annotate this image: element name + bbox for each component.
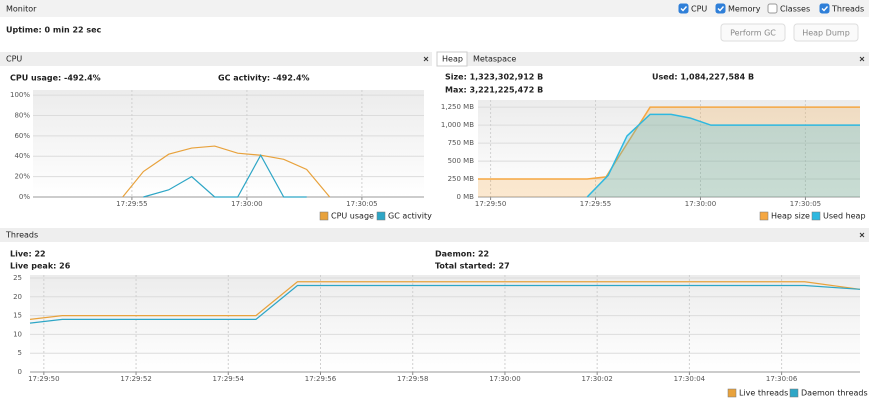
- top-bar: [0, 0, 869, 17]
- x-tick-label: 17:30:06: [766, 375, 798, 383]
- y-tick-label: 80%: [14, 111, 30, 119]
- y-tick-label: 20: [13, 293, 22, 301]
- legend-swatch: [759, 211, 769, 221]
- y-tick-label: 0: [18, 368, 22, 376]
- x-tick-label: 17:29:56: [305, 375, 337, 383]
- tab-label[interactable]: Heap: [442, 55, 463, 64]
- y-tick-label: 100%: [10, 91, 30, 99]
- panel-header: [0, 228, 869, 242]
- tab-label[interactable]: Metaspace: [473, 55, 516, 64]
- panel-header: [0, 52, 432, 66]
- panel-title: Threads: [5, 231, 38, 240]
- legend-label: GC activity: [388, 212, 432, 221]
- legend-label: Heap size: [771, 212, 810, 221]
- legend-label: CPU usage: [331, 212, 374, 221]
- button[interactable]: [793, 23, 859, 42]
- area-edge: [586, 113, 860, 198]
- y-tick-label: 60%: [14, 132, 30, 140]
- panel-title: CPU: [6, 55, 22, 64]
- x-tick-label: 17:30:00: [489, 375, 520, 383]
- stat: Daemon: 22: [435, 250, 489, 259]
- plot-area: [33, 90, 424, 197]
- x-tick-label: 17:29:54: [213, 375, 245, 383]
- button-label[interactable]: Heap Dump: [802, 29, 850, 38]
- checkbox[interactable]: CPU: [678, 3, 707, 14]
- y-tick-label: 250 MB: [448, 175, 475, 183]
- x-tick-label: 17:30:00: [685, 200, 716, 208]
- y-tick-label: 0 MB: [456, 193, 474, 201]
- x-tick-label: 17:30:04: [674, 375, 706, 383]
- legend-swatch: [727, 388, 737, 398]
- legend-label: Used heap: [823, 212, 866, 221]
- x-tick-label: 17:30:05: [346, 200, 377, 208]
- x-tick-label: 17:29:55: [116, 200, 147, 208]
- line: [143, 153, 307, 198]
- checkmark: [680, 6, 688, 12]
- checkbox-label[interactable]: CPU: [691, 5, 707, 14]
- legend-swatch: [319, 211, 329, 221]
- checkbox[interactable]: Memory: [715, 3, 761, 14]
- line: [122, 145, 331, 198]
- stat: Used: 1,084,227,584 B: [652, 73, 754, 82]
- y-tick-label: 10: [13, 330, 22, 338]
- close-icon[interactable]: [859, 232, 865, 238]
- stat: Size: 1,323,302,912 B: [445, 73, 543, 82]
- checkbox-box[interactable]: [715, 3, 726, 14]
- x-tick-label: 17:30:02: [581, 375, 612, 383]
- x-tick-label: 17:29:50: [28, 375, 59, 383]
- close-icon[interactable]: [859, 56, 865, 62]
- stat: CPU usage: -492.4%: [10, 74, 101, 83]
- y-tick-label: 5: [18, 349, 22, 357]
- checkbox-box[interactable]: [767, 3, 778, 14]
- x-tick-label: 17:29:58: [397, 375, 428, 383]
- checkmark: [821, 6, 829, 12]
- button[interactable]: [720, 23, 786, 42]
- area: [587, 114, 860, 197]
- checkbox[interactable]: Threads: [819, 3, 864, 14]
- line: [29, 281, 861, 320]
- close-icon[interactable]: [423, 56, 429, 62]
- y-tick-label: 15: [13, 312, 22, 320]
- y-tick-label: 1,250 MB: [441, 103, 474, 111]
- stat: Max: 3,221,225,472 B: [445, 86, 543, 95]
- stat: Live peak: 26: [10, 262, 71, 271]
- y-tick-label: 1,000 MB: [441, 121, 474, 129]
- checkbox-label[interactable]: Threads: [831, 5, 864, 14]
- area: [478, 107, 860, 197]
- x-tick-label: 17:29:52: [120, 375, 151, 383]
- y-tick-label: 25: [13, 274, 22, 282]
- checkmark: [717, 6, 725, 12]
- plot-area: [30, 275, 860, 372]
- tab-active[interactable]: [436, 51, 468, 67]
- button-label[interactable]: Perform GC: [730, 29, 776, 38]
- legend-swatch: [376, 211, 386, 221]
- y-tick-label: 0%: [19, 193, 30, 201]
- x-tick-label: 17:30:05: [790, 200, 821, 208]
- checkbox-label[interactable]: Classes: [780, 5, 810, 14]
- stat: Live: 22: [10, 250, 46, 259]
- monitor-title: Monitor: [6, 5, 37, 14]
- x-tick-label: 17:29:50: [475, 200, 506, 208]
- y-tick-label: 40%: [14, 152, 30, 160]
- uptime: Uptime: 0 min 22 sec: [6, 26, 102, 35]
- legend-label: Live threads: [739, 389, 788, 398]
- checkbox-box[interactable]: [819, 3, 830, 14]
- checkbox-label[interactable]: Memory: [728, 5, 761, 14]
- legend-swatch: [789, 388, 799, 398]
- y-tick-label: 500 MB: [448, 157, 475, 165]
- checkbox[interactable]: Classes: [767, 3, 810, 14]
- legend-swatch: [811, 211, 821, 221]
- y-tick-label: 20%: [14, 173, 30, 181]
- plot-area: [478, 100, 860, 197]
- x-tick-label: 17:29:55: [580, 200, 611, 208]
- stat: Total started: 27: [435, 262, 510, 271]
- panel-header: [437, 52, 869, 66]
- line: [29, 284, 861, 324]
- x-tick-label: 17:30:00: [231, 200, 262, 208]
- y-tick-label: 750 MB: [448, 139, 475, 147]
- checkbox-box[interactable]: [678, 3, 689, 14]
- stat: GC activity: -492.4%: [218, 74, 310, 83]
- legend-label: Daemon threads: [801, 389, 868, 398]
